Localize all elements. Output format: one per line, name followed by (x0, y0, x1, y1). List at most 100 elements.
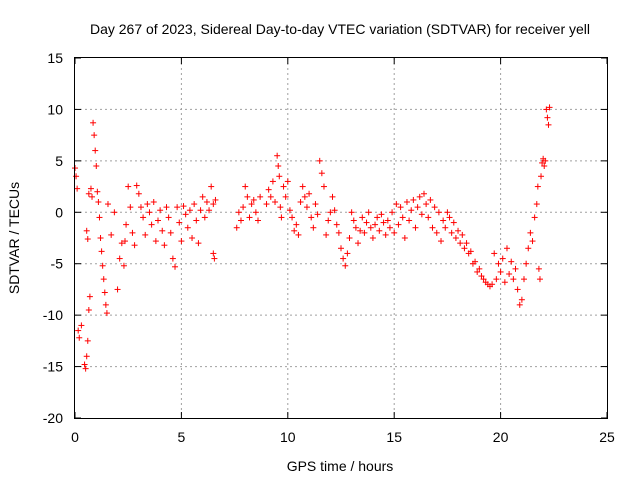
data-point (459, 231, 466, 238)
data-point (335, 229, 342, 236)
plot-frame (74, 57, 608, 419)
data-point (314, 211, 321, 218)
data-point (541, 163, 548, 169)
data-point (476, 265, 483, 272)
data-point (169, 255, 176, 262)
data-point (129, 229, 136, 236)
data-point (516, 301, 523, 308)
data-point (543, 106, 550, 113)
data-point (491, 250, 498, 257)
data-point (165, 214, 172, 221)
data-point (403, 199, 410, 205)
data-point (191, 201, 198, 208)
data-point (406, 217, 413, 224)
data-point (92, 147, 99, 154)
data-point (310, 224, 317, 231)
data-point (535, 265, 542, 272)
data-point (357, 227, 364, 234)
data-point (199, 193, 206, 200)
data-point (276, 173, 283, 180)
data-point (327, 209, 334, 216)
data-point (286, 207, 293, 214)
data-point (461, 245, 468, 252)
data-point (184, 224, 191, 231)
data-point (84, 236, 91, 243)
data-point (533, 201, 540, 208)
data-point (539, 159, 546, 166)
data-point (433, 229, 440, 236)
data-point (446, 214, 453, 221)
data-point (142, 231, 149, 238)
data-point (237, 217, 244, 224)
data-point (376, 227, 383, 234)
data-point (267, 193, 274, 200)
data-point (95, 199, 102, 205)
data-point (489, 281, 496, 288)
data-point (172, 263, 179, 270)
data-point (412, 224, 419, 231)
data-point (495, 260, 502, 267)
data-point (512, 265, 519, 272)
data-point (97, 235, 104, 241)
data-point (291, 227, 298, 234)
data-point (318, 170, 325, 177)
x-tick-labels: 0 5 10 15 20 25 (71, 429, 615, 445)
data-point (386, 224, 393, 231)
data-point (380, 219, 387, 226)
data-point (435, 209, 442, 216)
x-tick-label: 0 (71, 429, 79, 445)
data-point (210, 250, 217, 257)
data-point (94, 188, 101, 195)
data-point (438, 238, 445, 245)
data-point (455, 227, 462, 234)
data-point (100, 276, 107, 283)
data-point (410, 196, 417, 203)
data-point (529, 238, 536, 245)
data-point (450, 219, 457, 226)
data-point (211, 255, 218, 262)
data-point (514, 286, 521, 293)
data-point (93, 163, 100, 169)
y-tick-label: -10 (43, 307, 63, 323)
data-point (125, 183, 132, 190)
data-point (440, 217, 447, 224)
data-point (333, 221, 340, 228)
x-tick-label: 15 (386, 429, 402, 445)
data-point (427, 196, 434, 203)
data-point (497, 268, 504, 275)
data-point (378, 211, 385, 218)
data-point (203, 199, 210, 205)
data-point (316, 157, 323, 164)
data-point (361, 229, 368, 236)
data-point (102, 301, 109, 308)
data-point (352, 224, 359, 231)
data-point (521, 276, 528, 283)
data-point (463, 240, 470, 247)
data-point (201, 214, 208, 221)
data-point (474, 268, 481, 275)
data-point (250, 196, 257, 203)
y-tick-label: -15 (43, 359, 63, 375)
data-point (208, 183, 215, 190)
y-axis-label: SDTVAR / TECUs (6, 182, 22, 294)
data-point (161, 242, 168, 249)
data-point (399, 214, 406, 221)
y-tick-label: -20 (43, 410, 63, 426)
data-point (382, 231, 389, 238)
data-point (90, 119, 97, 126)
data-point (418, 211, 425, 218)
data-point (299, 183, 306, 190)
data-point (346, 235, 353, 241)
data-point (98, 248, 105, 255)
data-point (518, 296, 525, 303)
data-point (395, 221, 402, 228)
y-tick-label: 0 (55, 204, 63, 220)
data-point (76, 334, 83, 341)
data-point (503, 245, 510, 252)
data-point (91, 132, 98, 139)
data-point (408, 207, 415, 214)
data-point (416, 193, 423, 200)
data-point (167, 229, 174, 236)
y-tick-labels: -20 -15 -10 -5 0 5 10 15 (43, 50, 63, 426)
data-point (325, 217, 332, 224)
